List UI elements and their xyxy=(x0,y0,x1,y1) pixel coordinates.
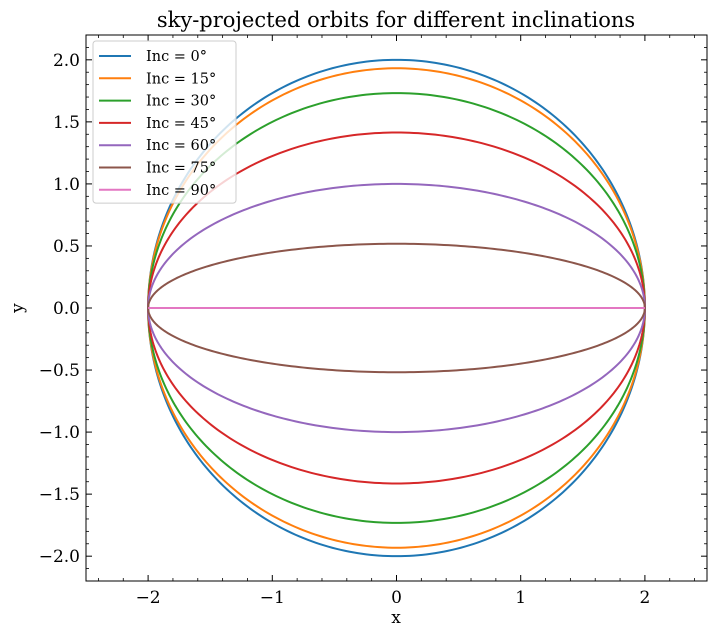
x-axis-label: x xyxy=(391,608,401,628)
y-tick-label: 0.0 xyxy=(53,299,80,319)
y-tick-label: 2.0 xyxy=(53,51,80,71)
x-tick-label: 0 xyxy=(391,588,402,608)
legend-label: Inc = 45° xyxy=(146,116,216,132)
y-axis-label: y xyxy=(8,303,28,314)
legend-label: Inc = 30° xyxy=(146,94,216,110)
y-tick-label: 1.0 xyxy=(53,175,80,195)
legend-label: Inc = 60° xyxy=(146,138,216,154)
series-layer xyxy=(147,58,646,558)
tick-layer: −2 −1 0 1 2 2.0 1.5 1.0 0.5 0.0 −0.5 −1.0 −1.5 −2.0 xyxy=(39,34,707,608)
x-tick-label: −1 xyxy=(260,588,285,608)
x-tick-label: 2 xyxy=(639,588,650,608)
x-tick-label: −2 xyxy=(136,588,161,608)
x-tick-label: 1 xyxy=(515,588,526,608)
y-tick-label: −1.5 xyxy=(39,485,80,505)
y-tick-label: 1.5 xyxy=(53,113,80,133)
legend-box xyxy=(92,40,237,204)
legend-label: Inc = 15° xyxy=(146,71,216,87)
legend-label: Inc = 90° xyxy=(146,183,216,199)
y-tick-label: 0.5 xyxy=(53,237,80,257)
legend: Inc = 0° Inc = 15° Inc = 30° Inc = 45° Inc =… xyxy=(92,40,237,204)
legend-label: Inc = 75° xyxy=(146,161,216,177)
chart-title: sky-projected orbits for different incli… xyxy=(157,8,635,32)
y-tick-label: −1.0 xyxy=(39,423,80,443)
y-tick-label: −2.0 xyxy=(39,547,80,567)
legend-label: Inc = 0° xyxy=(146,49,207,65)
y-tick-label: −0.5 xyxy=(39,361,80,381)
